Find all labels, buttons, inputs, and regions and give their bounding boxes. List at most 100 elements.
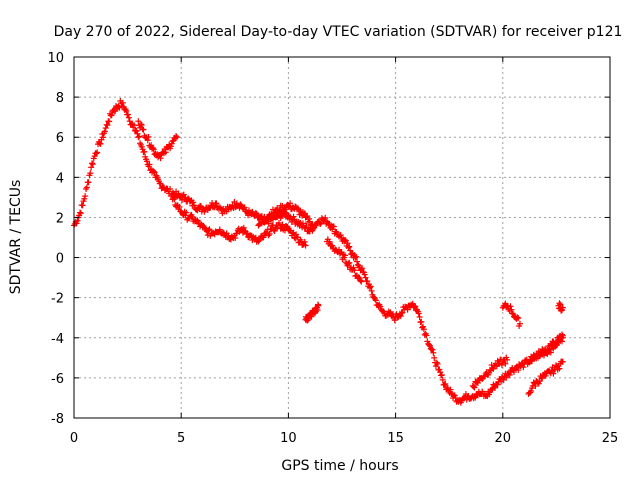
data-point	[265, 220, 272, 227]
data-point	[366, 284, 373, 291]
data-point	[509, 310, 516, 317]
y-tick-label: 2	[56, 211, 64, 226]
data-point	[532, 383, 539, 390]
data-point	[141, 148, 148, 155]
x-tick-label: 0	[70, 431, 78, 446]
data-point	[157, 155, 164, 162]
data-point	[416, 313, 423, 320]
data-point	[97, 140, 104, 147]
data-point	[547, 349, 554, 356]
data-point	[345, 244, 352, 251]
data-point	[553, 341, 560, 348]
data-point	[330, 223, 337, 230]
data-point	[183, 209, 190, 216]
data-point	[262, 218, 269, 225]
data-point	[213, 200, 220, 207]
data-point	[150, 168, 157, 175]
data-point	[135, 118, 142, 125]
data-point	[108, 112, 115, 119]
data-point	[426, 341, 433, 348]
data-point	[317, 220, 324, 227]
y-tick-label: 8	[56, 91, 64, 106]
data-point	[470, 383, 477, 390]
y-tick-label: -2	[51, 292, 64, 307]
data-point	[87, 170, 94, 177]
data-point	[433, 359, 440, 366]
data-point	[429, 346, 436, 353]
data-point	[411, 302, 418, 309]
data-point	[431, 354, 438, 361]
data-point	[471, 384, 478, 391]
data-point	[146, 161, 153, 168]
y-tick-label: -6	[51, 372, 64, 387]
data-point	[232, 235, 239, 242]
data-point	[352, 254, 359, 261]
data-point	[415, 310, 422, 317]
data-point	[447, 386, 454, 393]
data-point	[157, 180, 164, 187]
data-point	[255, 238, 262, 245]
data-point	[125, 114, 132, 121]
data-point	[342, 252, 349, 259]
data-point	[85, 179, 92, 186]
x-tick-label: 5	[177, 431, 185, 446]
data-point	[377, 303, 384, 310]
data-point	[289, 230, 296, 237]
data-point	[559, 332, 566, 339]
data-point	[266, 230, 273, 237]
data-point	[498, 361, 505, 368]
data-point	[559, 304, 566, 311]
data-point	[143, 158, 150, 165]
data-point	[342, 236, 349, 243]
data-point	[344, 240, 351, 247]
data-point	[144, 137, 151, 144]
data-point	[252, 209, 259, 216]
y-tick-label: 10	[47, 51, 64, 66]
data-point	[558, 331, 565, 338]
data-point	[306, 218, 313, 225]
data-point	[301, 238, 308, 245]
x-tick-label: 10	[280, 431, 297, 446]
data-point	[430, 349, 437, 356]
data-point	[133, 128, 140, 135]
data-point	[351, 267, 358, 274]
data-point	[559, 358, 566, 365]
data-point	[311, 224, 318, 231]
data-point	[151, 169, 158, 176]
data-point	[367, 283, 374, 290]
data-point	[528, 388, 535, 395]
data-point	[191, 202, 198, 209]
data-point	[434, 360, 441, 367]
data-point	[138, 122, 145, 129]
y-tick-label: 0	[56, 252, 64, 267]
data-point	[140, 126, 147, 133]
data-point	[346, 259, 353, 266]
data-point	[81, 195, 88, 202]
data-point	[507, 303, 514, 310]
x-axis-label: GPS time / hours	[281, 458, 398, 474]
data-point	[520, 364, 527, 371]
data-point	[206, 226, 213, 233]
data-point	[337, 232, 344, 239]
data-point	[149, 144, 156, 151]
data-point	[119, 99, 126, 106]
data-point	[241, 204, 248, 211]
data-point	[556, 365, 563, 372]
data-point	[494, 381, 501, 388]
data-point	[542, 372, 549, 379]
data-point	[442, 380, 449, 387]
data-point	[516, 320, 523, 327]
data-point	[89, 160, 96, 167]
chart-title: Day 270 of 2022, Sidereal Day-to-day VTE…	[54, 24, 623, 40]
data-point	[137, 121, 144, 128]
data-point	[112, 108, 119, 115]
data-point	[364, 278, 371, 285]
data-point	[205, 227, 212, 234]
data-point	[397, 313, 404, 320]
data-point	[240, 224, 247, 231]
data-point	[263, 217, 270, 224]
data-point	[79, 202, 86, 209]
data-point	[492, 384, 499, 391]
grid-layer	[74, 57, 610, 418]
